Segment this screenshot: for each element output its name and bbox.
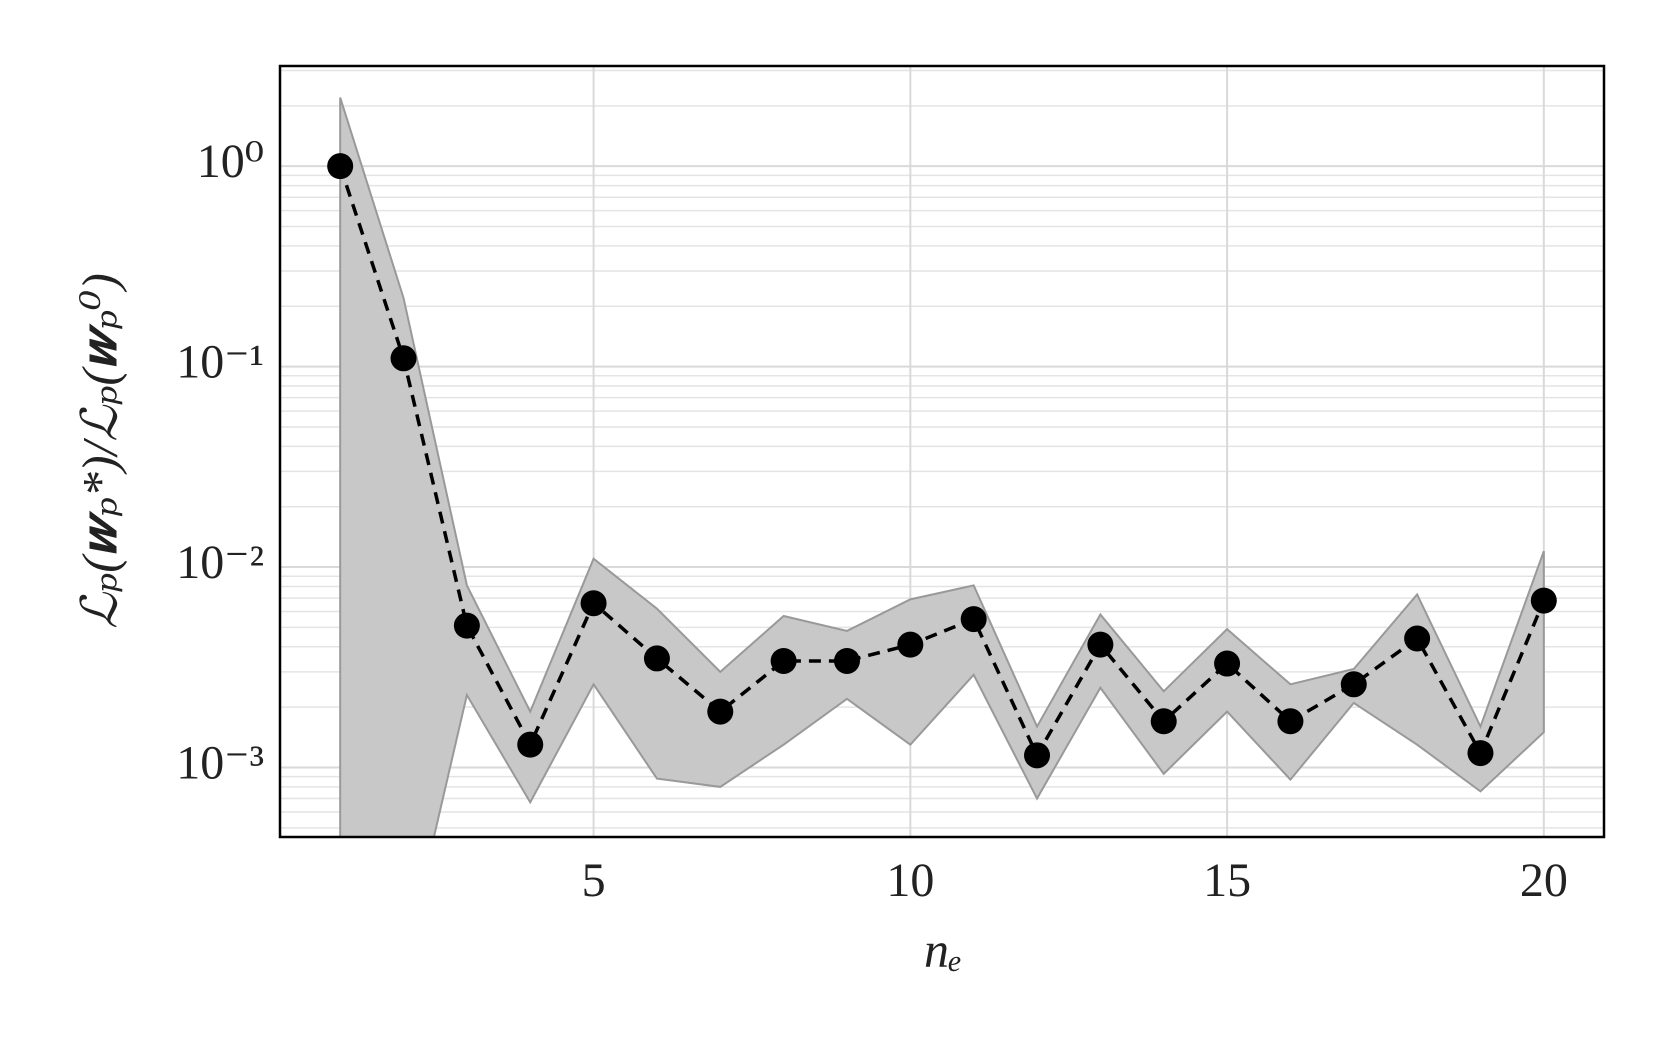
data-point [390, 345, 417, 372]
data-point [960, 606, 987, 633]
data-point [1087, 631, 1114, 658]
data-point [897, 631, 924, 658]
y-tick-label: 10⁰ [197, 135, 264, 188]
data-point [517, 731, 544, 758]
x-tick-label: 10 [886, 854, 934, 907]
data-point [453, 612, 480, 639]
y-tick-label: 10⁻¹ [176, 336, 264, 389]
data-point [1150, 708, 1177, 735]
data-point [327, 153, 354, 180]
data-point [1404, 625, 1431, 652]
data-point [1467, 740, 1494, 767]
x-tick-label: 20 [1520, 854, 1568, 907]
data-point [1024, 742, 1051, 769]
axes-frame [278, 64, 1606, 839]
x-tick-label: 5 [582, 854, 606, 907]
data-point [1214, 650, 1241, 677]
data-point [833, 647, 860, 674]
x-axis-label: nₑ [924, 921, 962, 977]
data-point [1340, 671, 1367, 698]
data-point [643, 645, 670, 672]
y-tick-label: 10⁻² [176, 536, 264, 589]
data-point [770, 647, 797, 674]
y-tick-label: 10⁻³ [176, 737, 264, 790]
y-axis-label: ℒₚ(𝒘ₚ*)/ℒₚ(𝒘ₚ⁰) [71, 273, 127, 629]
data-point [1277, 708, 1304, 735]
plot-area [327, 97, 1557, 837]
data-point [1530, 587, 1557, 614]
uncertainty-band [339, 97, 1545, 837]
data-point [580, 590, 607, 617]
data-point [707, 698, 734, 725]
x-tick-label: 15 [1203, 854, 1251, 907]
tick-labels: 10⁻³ 10⁻² 10⁻¹ 10⁰ 5 10 15 20 [176, 135, 1568, 907]
